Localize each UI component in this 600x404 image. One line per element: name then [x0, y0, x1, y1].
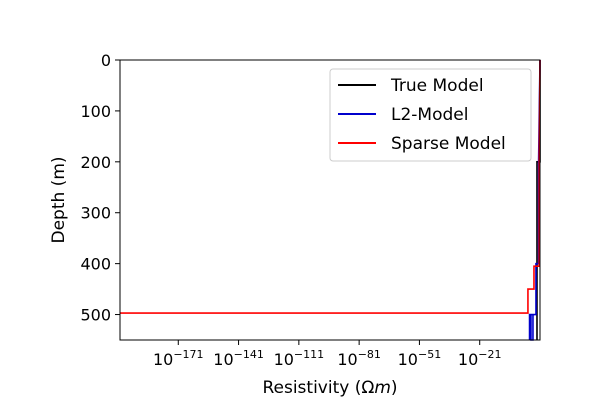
x-axis-ticks: 10−171 10−141 10−111 10−81 10−51 10−21: [153, 340, 502, 369]
y-tick-label: 200: [80, 153, 111, 172]
y-tick-label: 300: [80, 204, 111, 223]
x-tick-label: 10−111: [274, 348, 325, 369]
y-tick-label: 500: [80, 306, 111, 325]
y-tick-label: 100: [80, 102, 111, 121]
x-axis-label: Resistivity (Ωm): [262, 378, 397, 398]
x-tick-label: 10−171: [153, 348, 204, 369]
y-axis-label: Depth (m): [49, 156, 69, 243]
x-tick-label: 10−21: [458, 348, 502, 369]
x-tick-label: 10−51: [398, 348, 442, 369]
legend-frame: [329, 68, 532, 162]
x-tick-label: 10−141: [213, 348, 264, 369]
y-axis-ticks: 0 100 200 300 400 500: [80, 51, 120, 325]
series-line-sparse-model: [120, 59, 541, 314]
legend-label: L2-Model: [391, 105, 468, 125]
x-tick-label: 10−81: [337, 348, 381, 369]
y-tick-label: 0: [101, 51, 111, 70]
legend-label: True Model: [390, 76, 484, 96]
legend-label: Sparse Model: [391, 134, 506, 154]
y-tick-label: 400: [80, 255, 111, 274]
legend: True Model L2-Model Sparse Model: [329, 68, 532, 162]
plot-frame: [119, 59, 541, 341]
